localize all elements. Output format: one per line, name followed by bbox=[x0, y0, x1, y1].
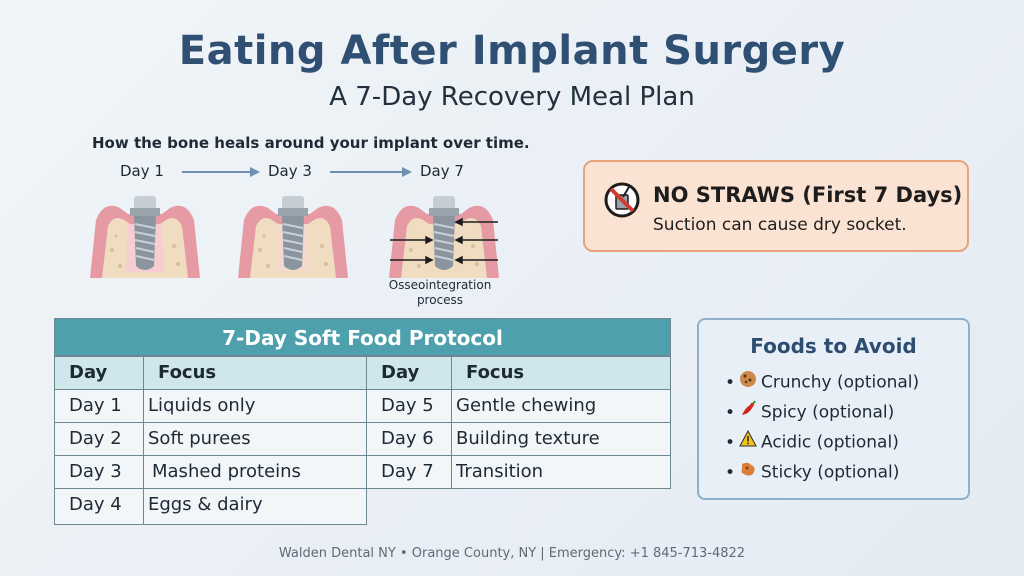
table-header-focus: Focus bbox=[451, 356, 671, 390]
table-cell-day: Day 7 bbox=[366, 455, 452, 489]
table-header-day: Day bbox=[366, 356, 452, 390]
arrow-right-icon bbox=[182, 167, 260, 177]
stage-label-day-7: Day 7 bbox=[420, 162, 464, 180]
table-cell-focus: Eggs & dairy bbox=[143, 488, 367, 525]
table-cell-focus: Gentle chewing bbox=[451, 389, 671, 423]
table-title: 7-Day Soft Food Protocol bbox=[54, 318, 671, 356]
no-straw-icon bbox=[604, 182, 640, 218]
table-cell-day: Day 4 bbox=[54, 488, 144, 525]
implant-day-1-illustration bbox=[90, 196, 200, 278]
table-cell-focus: Mashed proteins bbox=[143, 455, 367, 489]
table-header-focus: Focus bbox=[143, 356, 367, 390]
table-cell-day: Day 3 bbox=[54, 455, 144, 489]
healing-caption: How the bone heals around your implant o… bbox=[92, 134, 530, 152]
implant-day-3-illustration bbox=[238, 196, 348, 278]
avoid-title: Foods to Avoid bbox=[750, 334, 917, 358]
list-item: • Acidic (optional) bbox=[725, 429, 899, 455]
implant-day-7-illustration bbox=[389, 196, 499, 278]
list-item: • Crunchy (optional) bbox=[725, 370, 919, 394]
table-cell-day: Day 6 bbox=[366, 422, 452, 456]
page-subtitle: A 7-Day Recovery Meal Plan bbox=[329, 82, 695, 112]
footer-contact: Walden Dental NY • Orange County, NY | E… bbox=[278, 546, 746, 561]
no-straws-warning: NO STRAWS (First 7 Days) Suction can cau… bbox=[583, 160, 969, 252]
table-cell-day: Day 2 bbox=[54, 422, 144, 456]
warning-icon bbox=[739, 429, 761, 455]
table-header-day: Day bbox=[54, 356, 144, 390]
chili-pepper-icon bbox=[739, 400, 761, 425]
table-cell-day: Day 5 bbox=[366, 389, 452, 423]
cookie-icon bbox=[739, 370, 761, 395]
warning-text: Suction can cause dry socket. bbox=[653, 215, 907, 235]
compression-arrows-icon bbox=[390, 217, 498, 265]
foods-to-avoid-panel: Foods to Avoid • Crunchy (optional) • Sp… bbox=[697, 318, 970, 500]
arrow-right-icon bbox=[330, 167, 412, 177]
timeline-arrows bbox=[182, 167, 412, 177]
page-title: Eating After Implant Surgery bbox=[178, 28, 846, 74]
osseointegration-label: Osseointegration process bbox=[388, 278, 492, 307]
table-cell-focus: Building texture bbox=[451, 422, 671, 456]
list-item: • Sticky (optional) bbox=[725, 460, 899, 484]
soft-food-protocol-table: 7-Day Soft Food Protocol Day Focus Day F… bbox=[54, 318, 671, 525]
stage-label-day-3: Day 3 bbox=[268, 162, 312, 180]
stage-label-day-1: Day 1 bbox=[120, 162, 164, 180]
table-cell-day: Day 1 bbox=[54, 389, 144, 423]
sticky-food-icon bbox=[739, 460, 761, 485]
table-cell-focus: Transition bbox=[451, 455, 671, 489]
list-item: • Spicy (optional) bbox=[725, 400, 894, 424]
table-cell-focus: Soft purees bbox=[143, 422, 367, 456]
table-cell-focus: Liquids only bbox=[143, 389, 367, 423]
warning-title: NO STRAWS (First 7 Days) bbox=[653, 183, 963, 207]
